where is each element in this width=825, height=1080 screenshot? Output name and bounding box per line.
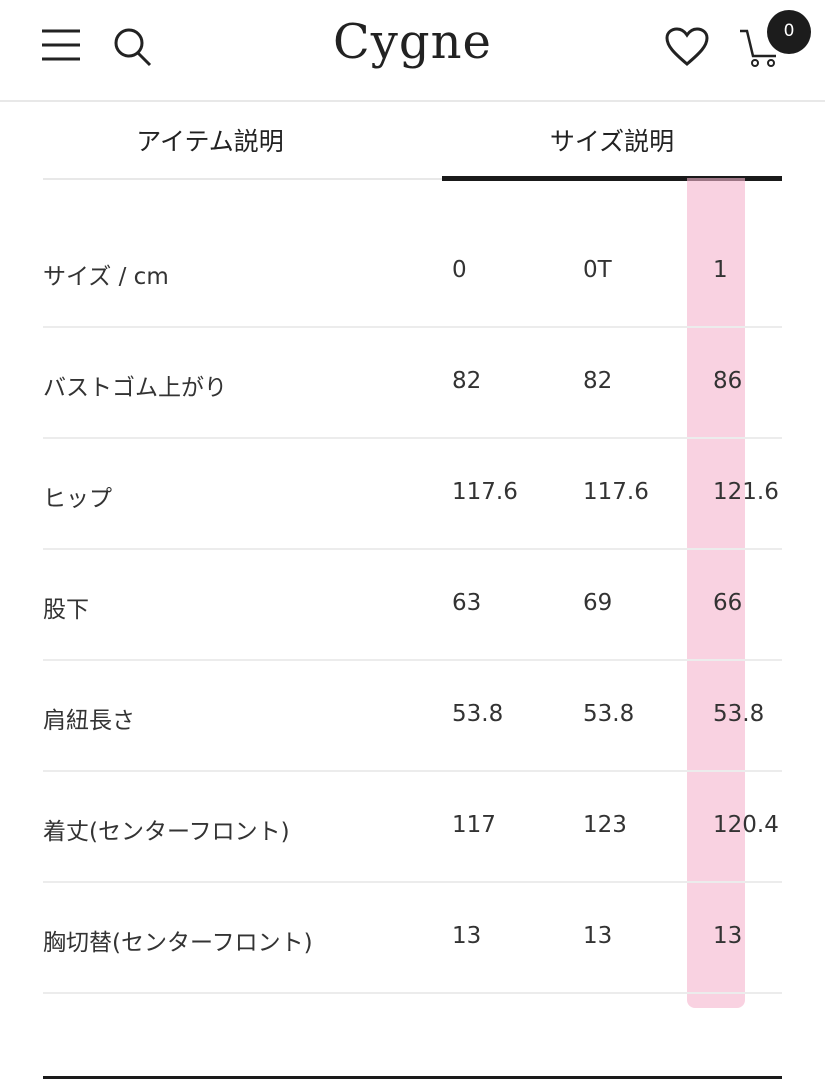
tab-size-description[interactable]: サイズ説明 (549, 127, 675, 156)
table-row: 胸切替(センターフロント) 13 13 13 (43, 881, 782, 994)
size-value: 117.6 (452, 479, 518, 505)
size-value: 120.4 (713, 812, 779, 838)
table-row: 股下 63 69 66 (43, 548, 782, 661)
heart-icon[interactable] (664, 26, 710, 68)
section-divider (43, 1076, 782, 1079)
size-value: 121.6 (713, 479, 779, 505)
size-value: 63 (452, 590, 482, 616)
table-row: 着丈(センターフロント) 117 123 120.4 (43, 770, 782, 883)
row-label: 股下 (43, 597, 89, 623)
size-value: 0T (583, 257, 612, 283)
size-value: 13 (583, 923, 613, 949)
table-header-row: サイズ / cm 0 0T 1 (43, 215, 782, 328)
row-label: ヒップ (43, 486, 112, 512)
size-value: 53.8 (713, 701, 765, 727)
tab-divider (43, 178, 443, 180)
row-label: サイズ / cm (43, 264, 169, 290)
size-value: 13 (452, 923, 482, 949)
row-label: 着丈(センターフロント) (43, 819, 290, 845)
row-label: 肩紐長さ (43, 708, 135, 734)
row-label: 胸切替(センターフロント) (43, 930, 313, 956)
size-value: 53.8 (452, 701, 504, 727)
table-row: 肩紐長さ 53.8 53.8 53.8 (43, 659, 782, 772)
size-value: 53.8 (583, 701, 635, 727)
size-value: 86 (713, 368, 743, 394)
table-row: ヒップ 117.6 117.6 121.6 (43, 437, 782, 550)
size-value: 117 (452, 812, 496, 838)
search-icon[interactable] (112, 26, 154, 68)
menu-icon[interactable] (41, 28, 81, 62)
size-value: 82 (583, 368, 613, 394)
row-label: バストゴム上がり (43, 375, 227, 401)
active-tab-indicator (442, 176, 782, 181)
cart-icon[interactable] (738, 28, 782, 68)
tab-item-description[interactable]: アイテム説明 (136, 127, 284, 156)
size-value: 66 (713, 590, 743, 616)
table-row: バストゴム上がり 82 82 86 (43, 326, 782, 439)
size-value: 1 (713, 257, 728, 283)
logo[interactable]: Cygne (333, 14, 492, 70)
size-value: 0 (452, 257, 467, 283)
site-header: Cygne 0 (0, 0, 825, 102)
column-highlight (687, 178, 745, 1008)
size-value: 82 (452, 368, 482, 394)
size-value: 123 (583, 812, 627, 838)
size-value: 13 (713, 923, 743, 949)
cart-count-badge: 0 (767, 10, 811, 54)
size-value: 69 (583, 590, 613, 616)
size-value: 117.6 (583, 479, 649, 505)
